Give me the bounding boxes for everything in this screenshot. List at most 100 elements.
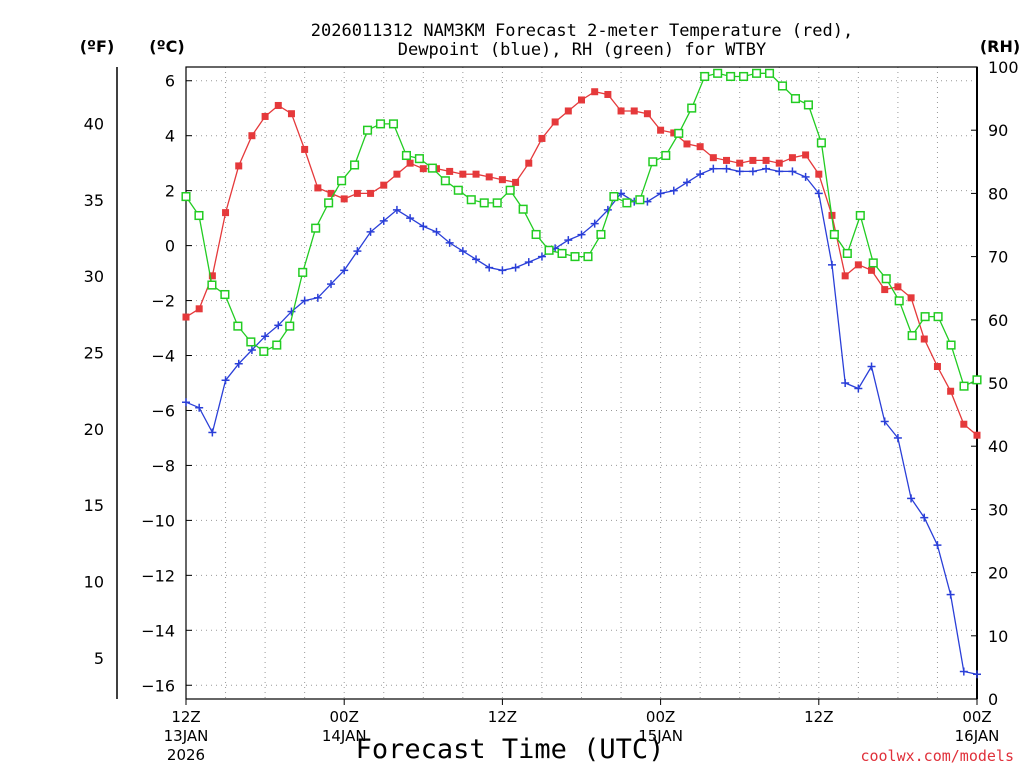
dewpoint-point bbox=[511, 263, 520, 272]
2-meter-temperature-point bbox=[380, 181, 388, 189]
2-meter-temperature-point bbox=[248, 132, 256, 140]
dewpoint-point bbox=[669, 186, 678, 195]
rh-point bbox=[907, 331, 917, 341]
2-meter-temperature-point bbox=[578, 96, 585, 104]
2-meter-temperature-point bbox=[459, 170, 467, 178]
dewpoint-point bbox=[880, 417, 889, 426]
rh-tick-label: 20 bbox=[988, 564, 1008, 583]
dewpoint-point bbox=[327, 280, 336, 289]
celsius-tick-label: −14 bbox=[141, 621, 175, 640]
x-tick-label: 00Z bbox=[330, 708, 359, 726]
2-meter-temperature-point bbox=[446, 167, 454, 175]
2-meter-temperature-point bbox=[736, 159, 744, 167]
rh-point bbox=[388, 119, 399, 129]
2-meter-temperature-point bbox=[485, 173, 493, 181]
rh-point bbox=[570, 252, 580, 262]
2-meter-temperature-point bbox=[657, 126, 665, 134]
dewpoint-point bbox=[472, 255, 481, 264]
dewpoint-point bbox=[313, 293, 322, 302]
rh-point bbox=[868, 258, 878, 268]
2-meter-temperature-point bbox=[367, 189, 375, 197]
rh-point bbox=[609, 192, 619, 202]
dewpoint-point bbox=[722, 164, 731, 173]
rh-point bbox=[687, 103, 697, 113]
fahrenheit-tick-label: 35 bbox=[84, 191, 104, 210]
x-tick-date-label: 13JAN bbox=[164, 727, 209, 745]
2-meter-temperature-point bbox=[538, 134, 546, 142]
2-meter-temperature-point bbox=[498, 176, 506, 184]
rh-point bbox=[440, 176, 450, 186]
2-meter-temperature-point bbox=[525, 159, 533, 167]
dewpoint-point bbox=[920, 513, 929, 522]
2-meter-temperature-point bbox=[762, 156, 770, 164]
x-tick-label: 00Z bbox=[962, 708, 991, 726]
2-meter-temperature-point bbox=[617, 107, 625, 115]
dewpoint-point bbox=[577, 230, 586, 239]
rh-point bbox=[311, 223, 321, 233]
dewpoint-point bbox=[959, 667, 968, 676]
2-meter-temperature-point bbox=[261, 112, 269, 120]
2-meter-temperature-point bbox=[353, 189, 361, 197]
dewpoint-point bbox=[221, 376, 230, 385]
celsius-tick-label: −12 bbox=[141, 566, 175, 585]
credit-text: coolwx.com/models bbox=[860, 747, 1014, 765]
dewpoint-point bbox=[748, 167, 757, 176]
dewpoint-point bbox=[973, 670, 981, 679]
dewpoint-point bbox=[841, 379, 850, 387]
2-meter-temperature-point bbox=[604, 90, 612, 98]
rh-point bbox=[181, 192, 191, 202]
x-tick-label: 12Z bbox=[804, 708, 833, 726]
rh-tick-label: 90 bbox=[988, 121, 1008, 140]
rh-point bbox=[583, 252, 593, 262]
dewpoint-point bbox=[485, 263, 494, 272]
2-meter-temperature-point bbox=[907, 294, 915, 302]
rh-point bbox=[622, 198, 632, 208]
celsius-tick-label: −6 bbox=[151, 401, 175, 420]
2-meter-temperature-point bbox=[920, 335, 928, 343]
2-meter-temperature-point bbox=[894, 283, 902, 291]
dewpoint-point bbox=[234, 359, 243, 368]
dewpoint-point bbox=[590, 219, 599, 228]
2-meter-temperature-point bbox=[868, 266, 876, 274]
dewpoint-point bbox=[498, 266, 507, 275]
rh-point bbox=[207, 280, 217, 290]
dewpoint-point bbox=[801, 172, 810, 181]
dewpoint-point bbox=[933, 541, 942, 550]
rh-point bbox=[505, 185, 515, 195]
rh-point bbox=[829, 229, 839, 240]
rh-point bbox=[777, 81, 788, 91]
rh-point bbox=[790, 94, 801, 104]
rh-point bbox=[531, 229, 541, 240]
dewpoint-point bbox=[735, 167, 744, 176]
rh-point bbox=[544, 245, 554, 255]
rh-tick-label: 60 bbox=[988, 311, 1008, 330]
rh-line bbox=[185, 72, 978, 388]
rh-point bbox=[285, 321, 295, 331]
rh-point bbox=[272, 340, 282, 350]
dewpoint-point bbox=[366, 227, 375, 236]
2-meter-temperature-point bbox=[208, 272, 216, 280]
2-meter-temperature-point bbox=[406, 159, 414, 167]
gridlines bbox=[186, 67, 977, 699]
dewpoint-point bbox=[814, 189, 823, 198]
x-tick-label: 12Z bbox=[171, 708, 200, 726]
celsius-tick-label: −4 bbox=[151, 347, 175, 366]
rh-point bbox=[401, 150, 411, 161]
dewpoint-point bbox=[287, 307, 296, 316]
2-meter-temperature-point bbox=[301, 145, 309, 153]
rh-point bbox=[362, 125, 373, 135]
rh-point bbox=[674, 128, 684, 138]
rh-point bbox=[518, 204, 528, 214]
dewpoint-point bbox=[300, 296, 309, 305]
2-meter-temperature-point bbox=[670, 129, 678, 137]
rh-point bbox=[414, 154, 424, 164]
2-meter-temperature-point bbox=[683, 140, 691, 148]
rh-tick-label: 80 bbox=[988, 184, 1008, 203]
fahrenheit-tick-label: 10 bbox=[84, 572, 104, 591]
rh-tick-label: 40 bbox=[988, 437, 1008, 456]
dewpoint-point bbox=[656, 189, 665, 198]
dewpoint-point bbox=[432, 227, 441, 236]
rh-point bbox=[220, 289, 230, 300]
rh-point bbox=[648, 157, 658, 167]
